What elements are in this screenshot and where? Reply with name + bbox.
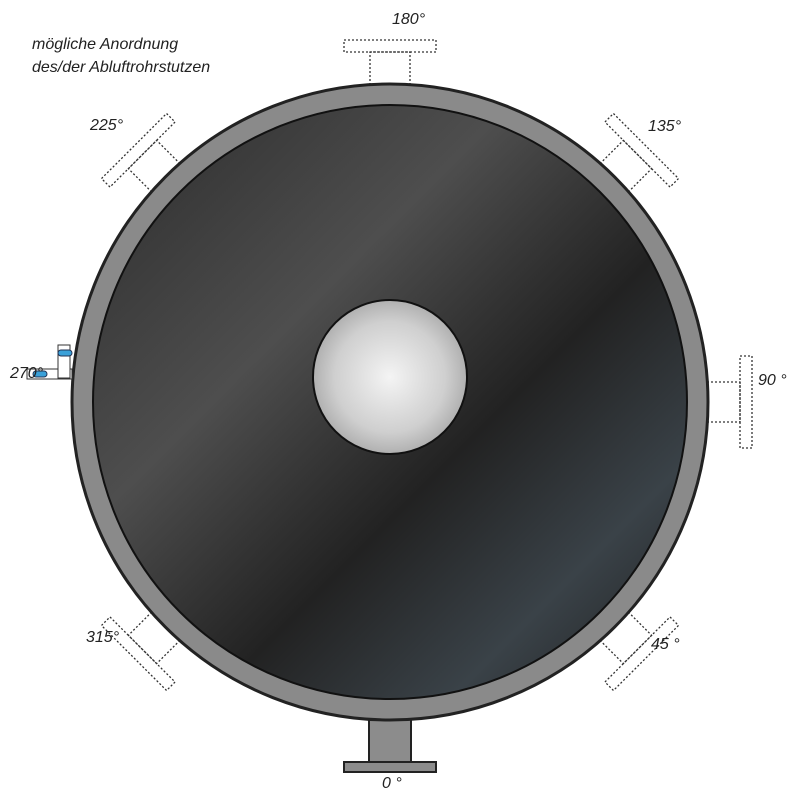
caption-line: mögliche Anordnung xyxy=(32,36,178,53)
vessel xyxy=(70,82,710,722)
angle-label: 90 ° xyxy=(758,372,787,389)
angle-label: 180° xyxy=(392,11,426,28)
fitting-270 xyxy=(26,344,73,380)
angle-label: 270° xyxy=(9,365,44,382)
angle-label: 0 ° xyxy=(382,775,402,792)
angle-label: 135° xyxy=(648,118,682,135)
caption-line: des/der Abluftrohrstutzen xyxy=(32,59,210,76)
angle-label: 45 ° xyxy=(651,636,680,653)
angle-label: 315° xyxy=(86,629,120,646)
angle-label: 225° xyxy=(89,117,124,134)
